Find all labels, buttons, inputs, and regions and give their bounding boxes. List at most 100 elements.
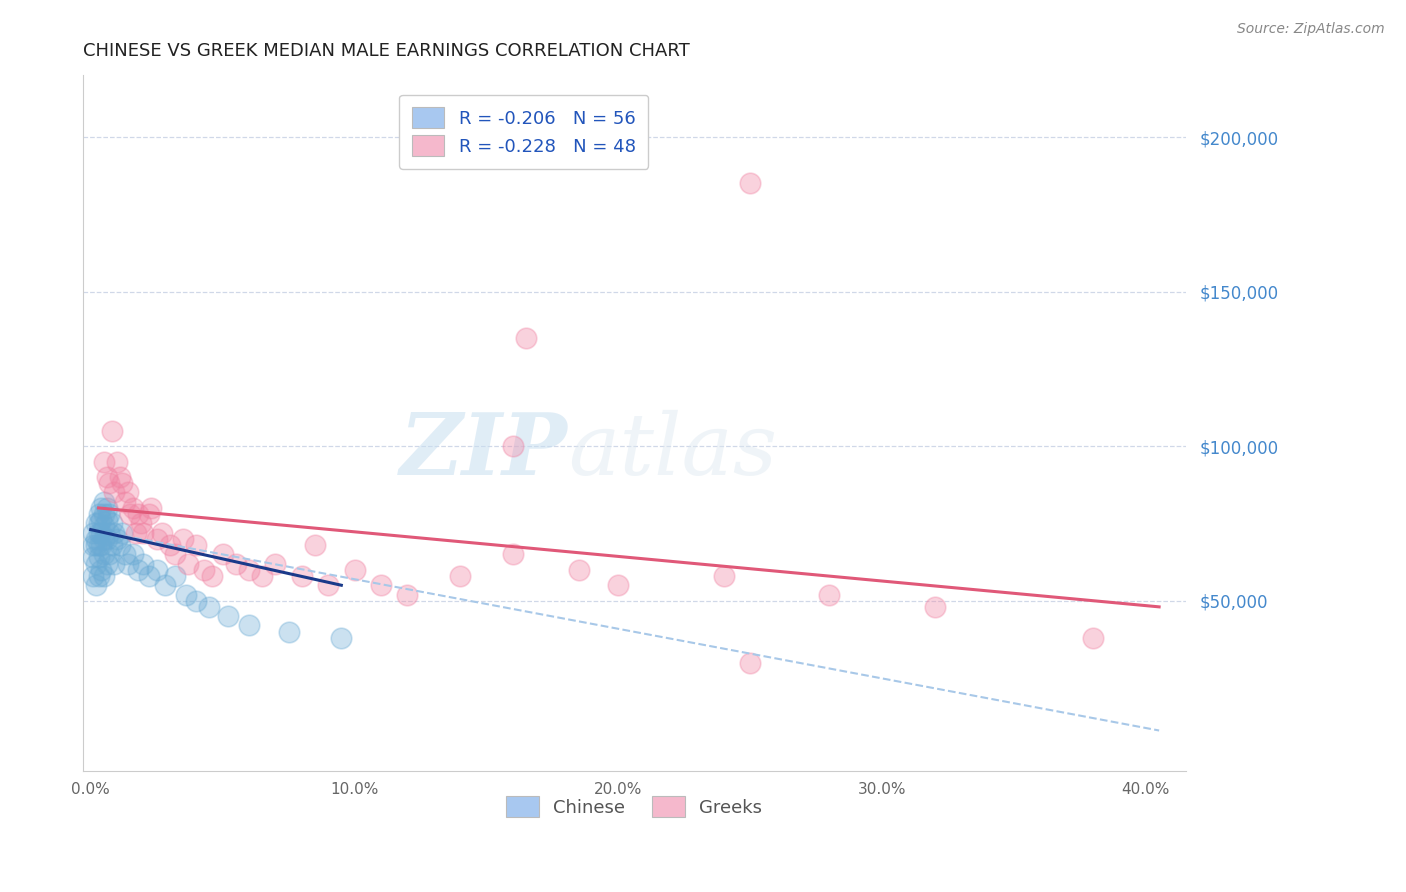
Point	[96, 470, 118, 484]
Point	[304, 538, 326, 552]
Point	[87, 507, 110, 521]
Point	[84, 557, 107, 571]
Point	[740, 177, 762, 191]
Point	[93, 495, 115, 509]
Point	[1083, 631, 1105, 645]
Point	[201, 569, 224, 583]
Point	[90, 563, 112, 577]
Point	[90, 513, 112, 527]
Point	[165, 569, 187, 583]
Point	[120, 507, 142, 521]
Point	[225, 557, 247, 571]
Point	[105, 532, 128, 546]
Point	[193, 563, 215, 577]
Point	[145, 563, 167, 577]
Point	[211, 547, 233, 561]
Point	[84, 532, 107, 546]
Point	[186, 538, 208, 552]
Point	[502, 547, 524, 561]
Point	[93, 454, 115, 468]
Point	[159, 538, 181, 552]
Point	[98, 525, 121, 540]
Point	[138, 507, 160, 521]
Point	[111, 476, 134, 491]
Point	[82, 550, 104, 565]
Point	[165, 547, 187, 561]
Point	[141, 500, 163, 515]
Point	[105, 454, 128, 468]
Point	[82, 569, 104, 583]
Text: atlas: atlas	[568, 409, 778, 492]
Point	[343, 563, 366, 577]
Point	[924, 599, 946, 614]
Point	[129, 516, 152, 531]
Point	[127, 563, 149, 577]
Point	[98, 547, 121, 561]
Point	[93, 532, 115, 546]
Point	[138, 569, 160, 583]
Point	[124, 525, 146, 540]
Point	[117, 485, 139, 500]
Text: ZIP: ZIP	[401, 409, 568, 492]
Point	[87, 525, 110, 540]
Point	[87, 538, 110, 552]
Point	[132, 557, 155, 571]
Point	[114, 495, 136, 509]
Point	[818, 587, 841, 601]
Point	[96, 500, 118, 515]
Point	[87, 516, 110, 531]
Point	[177, 557, 200, 571]
Point	[153, 578, 176, 592]
Point	[101, 538, 124, 552]
Point	[330, 631, 353, 645]
Point	[150, 525, 173, 540]
Text: Source: ZipAtlas.com: Source: ZipAtlas.com	[1237, 22, 1385, 37]
Point	[172, 532, 194, 546]
Point	[103, 525, 125, 540]
Point	[238, 618, 260, 632]
Point	[108, 470, 131, 484]
Point	[98, 507, 121, 521]
Point	[101, 424, 124, 438]
Point	[449, 569, 471, 583]
Point	[740, 656, 762, 670]
Point	[103, 557, 125, 571]
Point	[96, 513, 118, 527]
Point	[84, 578, 107, 592]
Point	[277, 624, 299, 639]
Point	[122, 500, 145, 515]
Point	[515, 331, 537, 345]
Point	[117, 557, 139, 571]
Point	[198, 599, 221, 614]
Point	[96, 557, 118, 571]
Point	[132, 525, 155, 540]
Point	[98, 476, 121, 491]
Point	[291, 569, 314, 583]
Point	[127, 507, 149, 521]
Point	[111, 525, 134, 540]
Point	[217, 609, 239, 624]
Point	[82, 525, 104, 540]
Point	[568, 563, 591, 577]
Point	[145, 532, 167, 546]
Point	[90, 525, 112, 540]
Point	[502, 439, 524, 453]
Point	[84, 516, 107, 531]
Point	[96, 532, 118, 546]
Point	[90, 538, 112, 552]
Point	[101, 516, 124, 531]
Legend: Chinese, Greeks: Chinese, Greeks	[499, 789, 769, 824]
Point	[93, 507, 115, 521]
Point	[186, 593, 208, 607]
Point	[93, 569, 115, 583]
Point	[103, 485, 125, 500]
Point	[370, 578, 392, 592]
Point	[87, 550, 110, 565]
Point	[316, 578, 339, 592]
Point	[82, 538, 104, 552]
Point	[114, 547, 136, 561]
Point	[250, 569, 273, 583]
Point	[93, 547, 115, 561]
Point	[108, 538, 131, 552]
Point	[174, 587, 197, 601]
